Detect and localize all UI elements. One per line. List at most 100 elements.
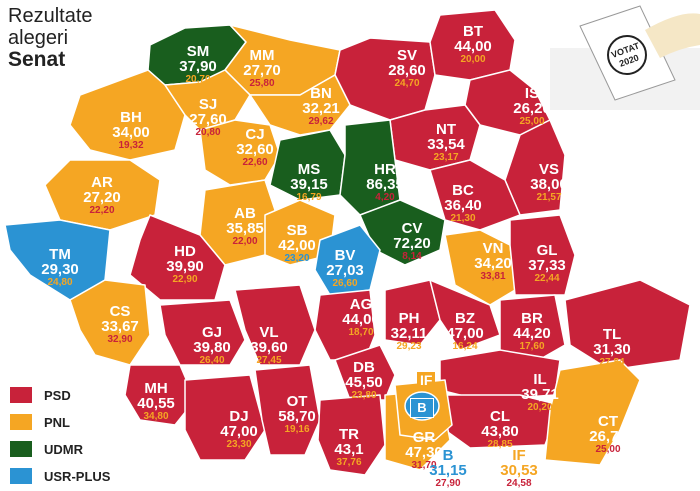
county-code: SB [286,222,308,239]
county-winner-percent: 72,20 [393,235,431,252]
county-winner-percent: 37,33 [528,257,566,274]
county-label-if: IF 30,53 24,58 [500,448,538,489]
county-winner-percent: 28,60 [388,62,426,79]
county-winner-percent: 31,15 [429,462,467,479]
county-winner-percent: 36,40 [444,197,482,214]
county-label-sb: SB 42,00 23,20 [278,223,316,264]
county-label-cv: CV 72,20 8,14 [393,221,431,262]
county-label-ab: AB 35,85 22,00 [226,206,264,247]
county-winner-percent: 32,21 [302,100,340,117]
county-runnerup-percent: 26,60 [332,278,358,289]
county-runnerup-percent: 22,90 [172,274,198,285]
county-code: CT [597,413,618,430]
region-BZ [429,279,501,351]
legend-item-pnl: PNL [10,409,110,435]
county-runnerup-percent: 19,16 [284,424,310,435]
county-runnerup-percent: 20,00 [460,54,486,65]
county-label-mm: MM 27,70 25,80 [243,48,281,89]
county-code: CV [401,220,423,237]
county-winner-percent: 39,71 [521,386,559,403]
county-code: SJ [198,96,218,113]
county-runnerup-percent: 27,90 [435,478,461,489]
county-winner-percent: 39,60 [250,339,288,356]
county-winner-percent: 43,80 [481,423,519,440]
ballot-paper [579,5,676,101]
county-code: BV [334,247,356,264]
county-runnerup-percent: 23,80 [351,390,377,401]
county-winner-percent: 44,00 [454,38,492,55]
region-DJ [184,374,266,461]
county-winner-percent: 35,85 [226,220,264,237]
county-runnerup-percent: 29,23 [396,341,422,352]
county-code: AG [349,296,373,313]
county-winner-percent: 29,30 [41,261,79,278]
county-label-db: DB 45,50 23,80 [345,360,383,401]
county-code: TL [602,326,622,343]
county-code: BT [462,23,483,40]
region-BH [69,69,186,161]
county-label-hd: HD 39,90 22,90 [166,244,204,285]
map-title: Rezultate alegeri Senat [8,5,93,72]
county-label-bh: BH 34,00 19,32 [112,110,150,151]
county-winner-percent: 47,00 [220,423,258,440]
county-label-mh: MH 40,55 34,80 [137,381,175,422]
county-runnerup-percent: 20,80 [195,127,221,138]
county-winner-percent: 40,55 [137,395,175,412]
region-BN [249,74,351,136]
county-code: BH [120,109,142,126]
county-code: CJ [245,126,265,143]
legend-swatch-pnl [10,414,32,430]
ballot-box-illustration: VOTAT 2020 [550,5,700,110]
region-CT [544,359,641,466]
county-runnerup-percent: 16,79 [296,192,322,203]
county-label-hr: HR 86,35 4,20 [366,162,404,203]
legend-label-udmr: UDMR [44,441,83,457]
region-NT [389,104,481,171]
county-runnerup-percent: 23,20 [284,253,310,264]
county-label-vn: VN 34,20 33,81 [474,241,512,282]
county-winner-percent: 34,20 [474,255,512,272]
county-code: MH [144,380,168,397]
county-code: MM [249,47,275,64]
county-runnerup-percent: 20,20 [527,402,553,413]
legend-label-psd: PSD [44,387,71,403]
county-winner-percent: 86,35 [366,176,404,193]
county-runnerup-percent: 26,40 [199,355,225,366]
county-winner-percent: 38,00 [530,176,568,193]
county-code: IS [524,85,540,102]
county-winner-percent: 39,90 [166,258,204,275]
county-winner-percent: 44,00 [342,311,380,328]
county-winner-percent: 27,03 [326,262,364,279]
county-runnerup-percent: 28,85 [487,439,513,450]
county-label-vs: VS 38,00 21,57 [530,162,568,203]
legend-label-usr-plus: USR-PLUS [44,468,111,484]
county-runnerup-percent: 25,80 [249,78,275,89]
county-runnerup-percent: 24,70 [394,78,420,89]
county-label-tm: TM 29,30 24,80 [41,247,79,288]
county-label-bt: BT 44,00 20,00 [454,24,492,65]
county-runnerup-percent: 24,58 [506,478,532,489]
county-runnerup-percent: 25,00 [519,116,545,127]
county-runnerup-percent: 32,90 [107,334,133,345]
county-code: NT [435,121,456,138]
county-runnerup-percent: 22,20 [89,205,115,216]
county-code: TR [338,426,359,443]
county-runnerup-percent: 18,70 [348,327,374,338]
county-winner-percent: 43,1 [334,441,364,458]
county-code: AR [91,174,113,191]
county-code: BR [521,310,543,327]
county-code: VN [482,240,504,257]
title-line-2: alegeri [8,26,69,49]
county-winner-percent: 27,60 [189,111,227,128]
county-code: OT [286,393,308,410]
county-label-ag: AG 44,00 18,70 [342,297,380,338]
county-label-nt: NT 33,54 23,17 [427,122,465,163]
county-runnerup-percent: 22,44 [534,273,560,284]
county-winner-percent: 33,54 [427,136,465,153]
county-winner-percent: 27,70 [243,62,281,79]
county-code: IL [533,371,547,388]
region-BT [429,9,516,81]
region-TR [317,394,386,476]
county-label-il: IL 39,71 20,20 [521,372,559,413]
county-winner-percent: 26,70 [589,428,627,445]
